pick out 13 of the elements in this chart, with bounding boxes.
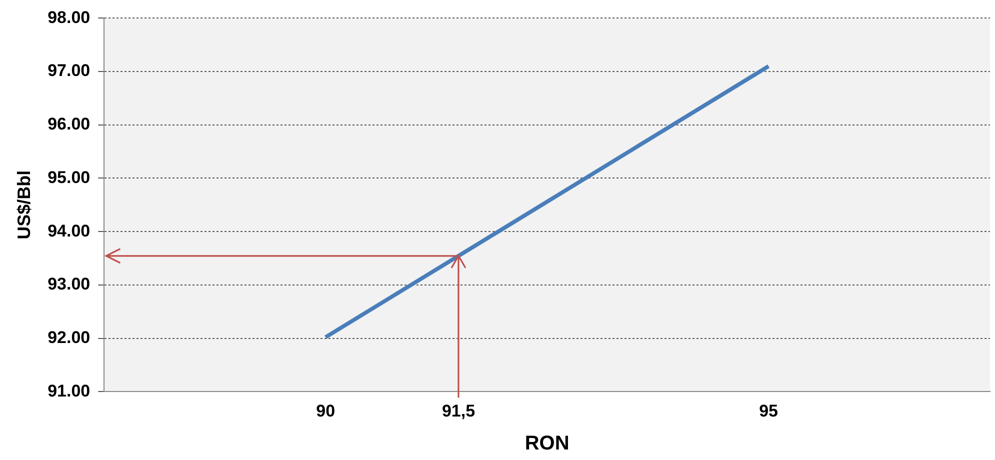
y-tick-label: 95.00 bbox=[48, 168, 90, 187]
y-tick-label: 91.00 bbox=[48, 381, 90, 400]
x-tick-label: 91,5 bbox=[442, 401, 476, 420]
y-tick-label: 93.00 bbox=[48, 274, 90, 294]
x-tick-label: 90 bbox=[316, 401, 336, 420]
y-axis-title: US$/Bbl bbox=[14, 170, 34, 240]
y-tick-label: 98.00 bbox=[48, 8, 90, 27]
y-tick-label: 94.00 bbox=[48, 221, 90, 240]
y-tick-label: 92.00 bbox=[48, 328, 90, 347]
x-tick-label: 95 bbox=[759, 401, 778, 420]
x-axis-title: RON bbox=[524, 432, 570, 455]
y-tick-label: 96.00 bbox=[48, 114, 90, 134]
y-tick-label: 97.00 bbox=[48, 61, 90, 80]
